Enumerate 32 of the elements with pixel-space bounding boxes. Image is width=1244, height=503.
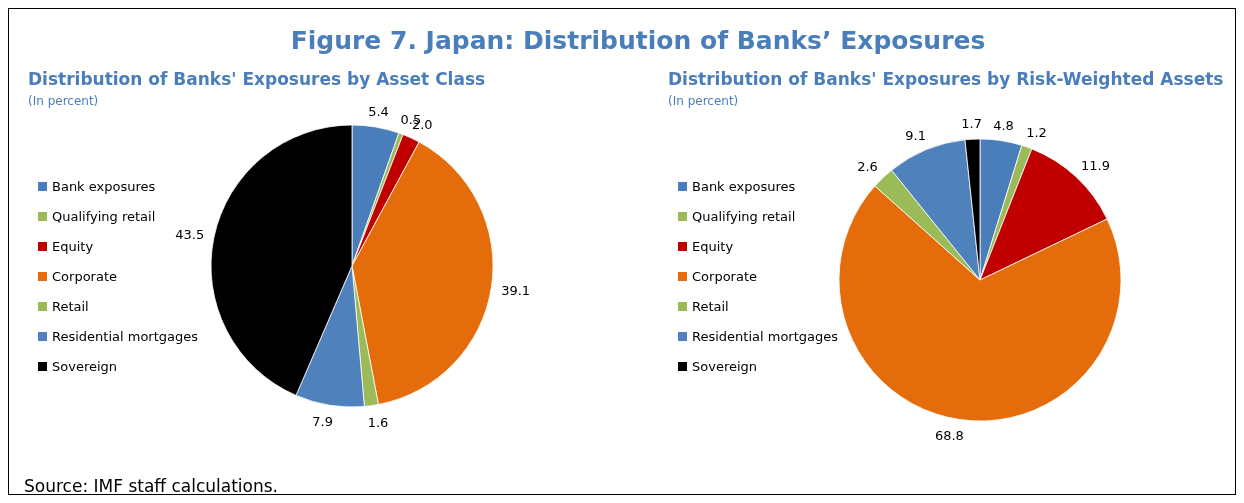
data-label: 39.1	[501, 283, 531, 299]
legend-label: Sovereign	[52, 359, 118, 374]
legend-label: Retail	[692, 299, 729, 314]
data-label: 9.1	[905, 127, 926, 143]
legend-label: Equity	[52, 239, 94, 254]
data-label: 2.6	[857, 159, 878, 175]
legend-label: Corporate	[692, 269, 757, 284]
legend-label: Residential mortgages	[692, 329, 839, 344]
data-label: 68.8	[934, 428, 964, 444]
legend-label: Bank exposures	[52, 179, 156, 194]
caption: Figure 7. Japan: Distribution of Banks’ Exposures	[290, 26, 986, 55]
legend-label: Equity	[692, 239, 734, 254]
chart-title: Distribution of Banks' Exposures by Asset Class	[28, 69, 486, 89]
legend-label: Qualifying retail	[52, 209, 156, 224]
data-label: 43.5	[175, 227, 205, 243]
legend-label: Residential mortgages	[52, 329, 199, 344]
data-label: 11.9	[1081, 158, 1110, 174]
chart-subtitle: (In percent)	[28, 94, 99, 108]
data-label: 7.9	[312, 413, 333, 429]
legend-label: Qualifying retail	[692, 209, 796, 224]
data-label: 1.7	[961, 116, 982, 132]
data-label: 1.6	[367, 414, 389, 430]
source-note: Source: IMF staff calculations.	[24, 476, 279, 496]
legend-label: Sovereign	[692, 359, 758, 374]
legend-label: Retail	[52, 299, 89, 314]
data-label: 4.8	[993, 117, 1014, 133]
data-label: 5.4	[368, 104, 389, 120]
legend-label: Bank exposures	[692, 179, 796, 194]
legend-label: Corporate	[52, 269, 117, 284]
data-label: 1.2	[1026, 124, 1047, 140]
chart-title: Distribution of Banks' Exposures by Risk-Weighted Assets	[668, 69, 1224, 89]
chart-subtitle: (In percent)	[668, 94, 739, 108]
